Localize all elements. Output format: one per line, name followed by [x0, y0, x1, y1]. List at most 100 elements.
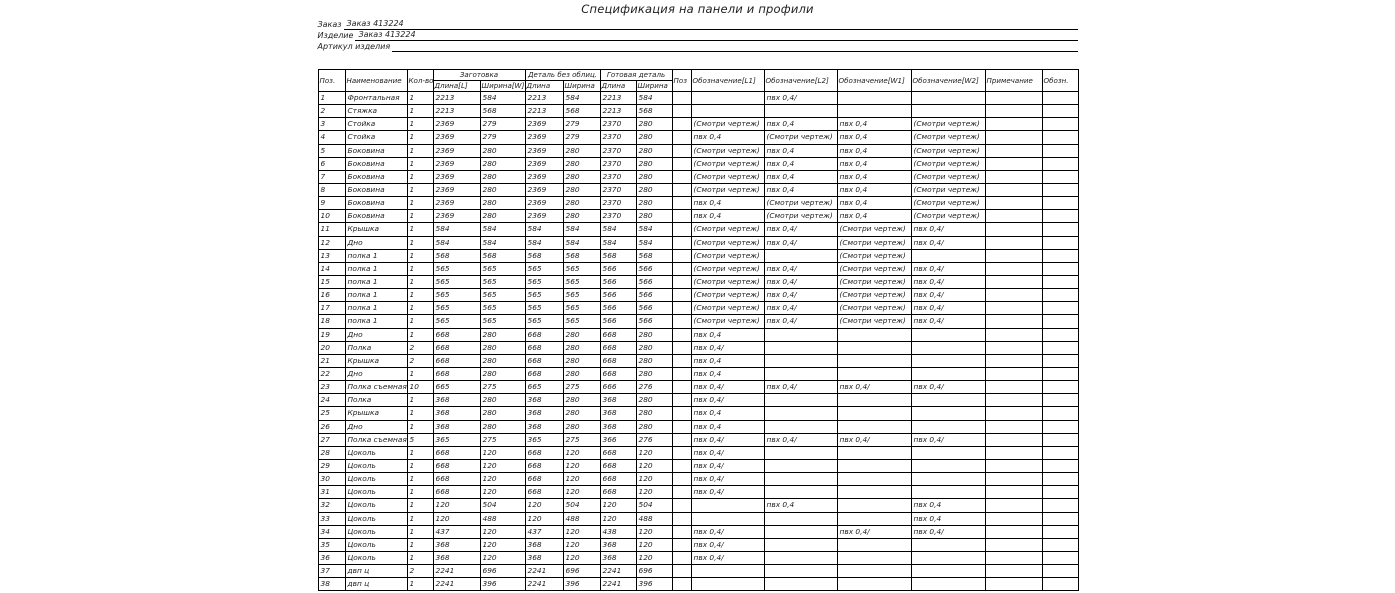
cell-name: Дно — [344, 419, 408, 434]
cell-pos2 — [671, 393, 692, 408]
cell-unfaced-wid: 280 — [562, 143, 601, 158]
cell-note — [984, 524, 1043, 539]
cell-unfaced-len: 2213 — [524, 104, 564, 119]
cell-mark-w2 — [910, 564, 986, 579]
cell-pos: 19 — [317, 327, 346, 342]
cell-blank-wid: 280 — [479, 353, 526, 368]
cell-qty: 1 — [406, 274, 434, 290]
cell-pos2 — [671, 537, 692, 552]
cell-finished-wid: 566 — [635, 274, 673, 290]
cell-mark-l2 — [763, 366, 838, 382]
cell-mark-l1: (Смотри чертеж) — [690, 182, 765, 198]
table-row: 15 полка 1 1 565 565 565 565 566 566 (Смотри черт… — [317, 274, 1079, 290]
cell-pos2 — [671, 169, 692, 184]
cell-mark-w2 — [910, 472, 986, 487]
cell-finished-wid: 504 — [635, 498, 673, 513]
article-label: Артикул изделия — [317, 42, 391, 51]
cell-mark — [1041, 577, 1079, 592]
cell-mark-l2 — [763, 406, 838, 421]
meta-block: Заказ Заказ 413224 Изделие Заказ 413224 … — [318, 19, 1078, 52]
cell-mark-l2: (Смотри чертеж) — [763, 209, 838, 224]
cell-finished-len: 666 — [599, 380, 637, 395]
cell-mark-l1: пвх 0,4 — [690, 130, 765, 145]
cell-mark — [1041, 104, 1079, 119]
cell-pos2 — [671, 104, 692, 119]
cell-pos2 — [671, 130, 692, 145]
cell-blank-len: 2369 — [432, 156, 481, 171]
cell-pos: 25 — [317, 406, 346, 421]
cell-finished-wid: 280 — [635, 340, 673, 355]
meta-line-article: Артикул изделия — [318, 41, 1078, 52]
cell-pos2 — [671, 314, 692, 329]
cell-mark-w2 — [910, 485, 986, 500]
cell-qty: 1 — [406, 209, 434, 224]
cell-unfaced-len: 120 — [524, 498, 564, 513]
group-header-unfaced: Деталь без облиц. — [524, 69, 601, 81]
cell-blank-len: 2213 — [432, 104, 481, 119]
cell-blank-wid: 280 — [479, 209, 526, 224]
table-row: 26 Дно 1 368 280 368 280 368 280 пвх 0,4 — [317, 419, 1079, 434]
cell-mark — [1041, 485, 1079, 500]
cell-finished-len: 668 — [599, 472, 637, 487]
cell-mark — [1041, 353, 1079, 368]
cell-name: полка 1 — [344, 248, 408, 263]
cell-blank-wid: 280 — [479, 340, 526, 355]
cell-name: Стойка — [344, 130, 408, 145]
cell-unfaced-len: 2369 — [524, 130, 564, 145]
cell-blank-wid: 584 — [479, 222, 526, 237]
cell-mark-w2: (Смотри чертеж) — [910, 196, 986, 211]
cell-unfaced-wid: 396 — [562, 577, 601, 592]
cell-name: полка 1 — [344, 314, 408, 329]
cell-finished-len: 668 — [599, 353, 637, 368]
cell-pos: 17 — [317, 301, 346, 316]
cell-mark-l2: пвх 0,4 — [763, 156, 838, 171]
cell-qty: 1 — [406, 327, 434, 342]
cell-unfaced-wid: 120 — [562, 458, 601, 474]
cell-mark-w2 — [910, 366, 986, 382]
cell-pos: 7 — [317, 169, 346, 184]
cell-mark-w2 — [910, 393, 986, 408]
cell-mark-w2: пвх 0,4/ — [910, 314, 986, 329]
cell-qty: 1 — [406, 366, 434, 382]
cell-blank-len: 437 — [432, 524, 481, 539]
cell-finished-wid: 280 — [635, 169, 673, 184]
cell-unfaced-wid: 584 — [562, 90, 601, 106]
cell-unfaced-wid: 565 — [562, 301, 601, 316]
cell-blank-len: 2213 — [432, 90, 481, 106]
cell-pos: 32 — [317, 498, 346, 513]
cell-blank-wid: 280 — [479, 406, 526, 421]
cell-mark-l1: (Смотри чертеж) — [690, 314, 765, 329]
cell-pos2 — [671, 380, 692, 395]
spec-table: Поз. Наименование Кол-во Заготовка Детал… — [317, 69, 1079, 592]
cell-unfaced-wid: 280 — [562, 366, 601, 382]
cell-unfaced-wid: 120 — [562, 524, 601, 539]
cell-mark-w1: (Смотри чертеж) — [836, 248, 912, 263]
cell-mark-l1: (Смотри чертеж) — [690, 235, 765, 250]
cell-note — [984, 117, 1043, 132]
cell-mark — [1041, 537, 1079, 552]
cell-blank-len: 665 — [432, 380, 481, 395]
cell-note — [984, 577, 1043, 592]
cell-finished-wid: 696 — [635, 564, 673, 579]
cell-pos: 28 — [317, 445, 346, 460]
cell-note — [984, 393, 1043, 408]
cell-blank-wid: 584 — [479, 235, 526, 250]
cell-unfaced-wid: 280 — [562, 419, 601, 434]
meta-line-order: Заказ Заказ 413224 — [318, 19, 1078, 30]
col-header-unfaced-len: Длина — [524, 80, 564, 92]
cell-note — [984, 235, 1043, 250]
cell-mark-l2 — [763, 511, 838, 526]
cell-blank-len: 565 — [432, 274, 481, 290]
cell-mark-w2: (Смотри чертеж) — [910, 209, 986, 224]
table-row: 29 Цоколь 1 668 120 668 120 668 120 пвх 0,4/ — [317, 458, 1079, 474]
cell-unfaced-len: 568 — [524, 248, 564, 263]
cell-qty: 1 — [406, 577, 434, 592]
cell-mark — [1041, 550, 1079, 566]
cell-mark-w1: пвх 0,4 — [836, 169, 912, 184]
cell-unfaced-len: 565 — [524, 274, 564, 290]
cell-mark-w1: (Смотри чертеж) — [836, 261, 912, 276]
cell-mark-w2 — [910, 537, 986, 552]
cell-pos2 — [671, 511, 692, 526]
cell-finished-len: 368 — [599, 550, 637, 566]
cell-pos: 5 — [317, 143, 346, 158]
